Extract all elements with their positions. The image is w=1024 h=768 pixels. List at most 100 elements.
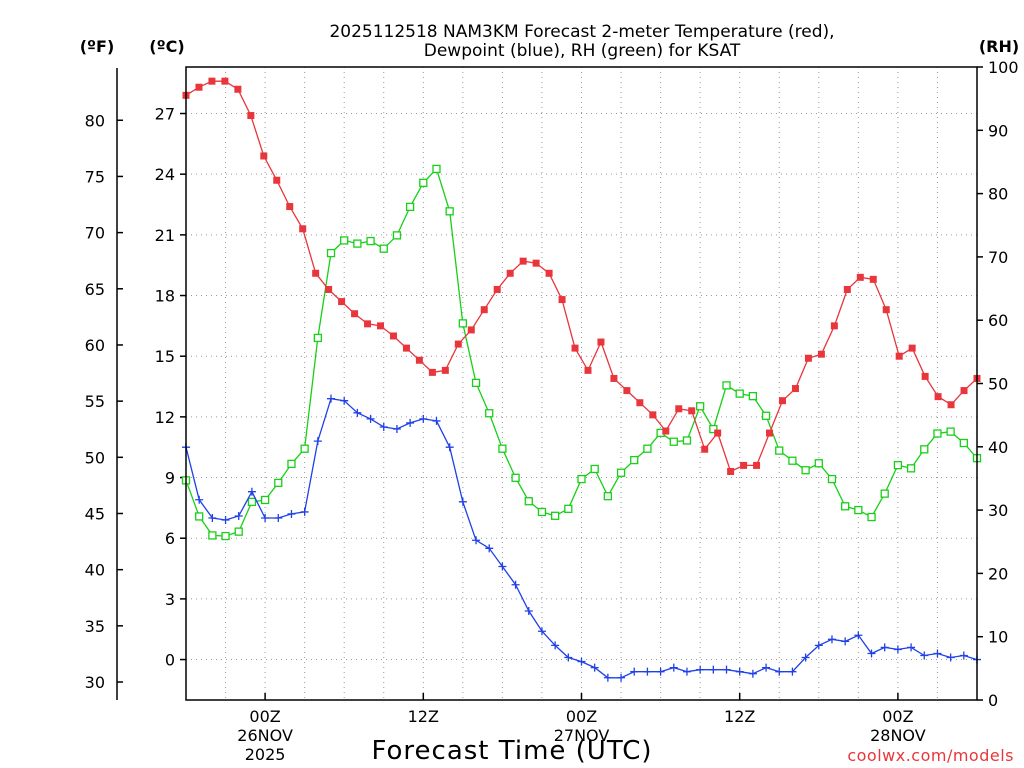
data-point (564, 653, 573, 662)
data-point (906, 464, 916, 473)
rh-tick-label: 90 (988, 121, 1008, 140)
data-point (577, 657, 586, 666)
data-point (405, 202, 415, 212)
rh-tick-label: 0 (988, 691, 998, 710)
data-point (748, 392, 758, 401)
fahrenheit-unit-label: (ºF) (80, 37, 115, 56)
data-point (340, 396, 349, 405)
data-point (791, 385, 799, 393)
celsius-tick-label: 6 (165, 529, 175, 548)
data-point (804, 354, 812, 362)
series-rh (181, 164, 982, 541)
data-point (801, 653, 810, 662)
data-point (351, 310, 359, 318)
x-tick-label: 12Z (408, 707, 439, 726)
data-point (933, 429, 942, 438)
data-point (843, 285, 851, 293)
data-point (775, 667, 784, 676)
rh-tick-label: 100 (988, 58, 1019, 77)
data-point (649, 411, 657, 419)
fahrenheit-tick-label: 45 (85, 504, 105, 523)
data-point (959, 651, 968, 660)
data-point (366, 236, 375, 246)
fahrenheit-tick-label: 50 (85, 448, 105, 467)
data-point (610, 374, 618, 382)
series-2-meter-temperature (182, 77, 981, 475)
data-point (921, 372, 929, 380)
fahrenheit-tick-label: 35 (85, 617, 105, 636)
celsius-tick-label: 27 (155, 105, 175, 124)
data-point (814, 641, 823, 650)
fahrenheit-tick-label: 65 (85, 280, 105, 299)
data-point (467, 326, 475, 334)
data-point (893, 461, 903, 470)
data-point (735, 667, 744, 676)
chart-title-line2: Dewpoint (blue), RH (green) for KSAT (424, 41, 741, 61)
data-point (506, 269, 514, 277)
data-point (234, 527, 243, 536)
x-tick-label: 00Z (249, 707, 280, 726)
data-point (675, 405, 683, 413)
data-point (537, 507, 547, 517)
data-point (260, 152, 268, 160)
data-point (498, 444, 507, 453)
data-point (701, 445, 709, 453)
data-point (669, 437, 678, 446)
data-point (247, 497, 257, 507)
data-point (326, 248, 336, 258)
data-point (480, 306, 488, 314)
data-point (313, 333, 322, 343)
data-point (801, 466, 810, 475)
data-point (432, 164, 441, 174)
data-point (788, 667, 797, 676)
data-point (419, 414, 428, 423)
x-tick-label: 00Z (566, 707, 597, 726)
data-point (485, 409, 494, 418)
data-point (432, 416, 441, 425)
data-point (379, 422, 388, 431)
data-point (441, 366, 449, 374)
celsius-tick-label: 9 (165, 469, 175, 488)
fahrenheit-tick-label: 60 (85, 336, 105, 355)
data-point (775, 446, 784, 455)
data-point (603, 673, 612, 682)
data-point (537, 627, 546, 636)
data-point (761, 411, 771, 420)
celsius-tick-label: 15 (155, 347, 175, 366)
data-point (766, 429, 774, 437)
data-point (662, 427, 670, 435)
data-point (392, 425, 401, 434)
data-point (682, 667, 691, 676)
data-point (286, 203, 294, 211)
data-point (643, 667, 652, 676)
data-point (550, 511, 560, 520)
data-point (830, 322, 838, 330)
data-point (688, 407, 696, 415)
data-point (445, 443, 454, 452)
data-point (722, 665, 731, 674)
data-point (854, 631, 863, 640)
data-point (247, 487, 256, 496)
data-point (636, 399, 644, 407)
fahrenheit-tick-label: 80 (85, 111, 105, 130)
data-point (415, 356, 423, 364)
data-point (195, 512, 204, 521)
data-point (788, 456, 797, 465)
data-point (722, 381, 731, 390)
data-point (195, 495, 204, 504)
data-point (893, 645, 902, 654)
data-point (946, 427, 955, 436)
data-point (817, 350, 825, 358)
data-point (827, 635, 836, 644)
celsius-tick-label: 12 (155, 408, 175, 427)
data-point (312, 269, 320, 277)
data-point (287, 459, 296, 469)
x-tick-label: 12Z (724, 707, 755, 726)
data-point (419, 178, 428, 187)
data-point (471, 378, 481, 388)
rh-tick-label: 60 (988, 311, 1008, 330)
data-point (524, 607, 533, 616)
rh-tick-label: 30 (988, 501, 1008, 520)
data-point (727, 467, 735, 475)
